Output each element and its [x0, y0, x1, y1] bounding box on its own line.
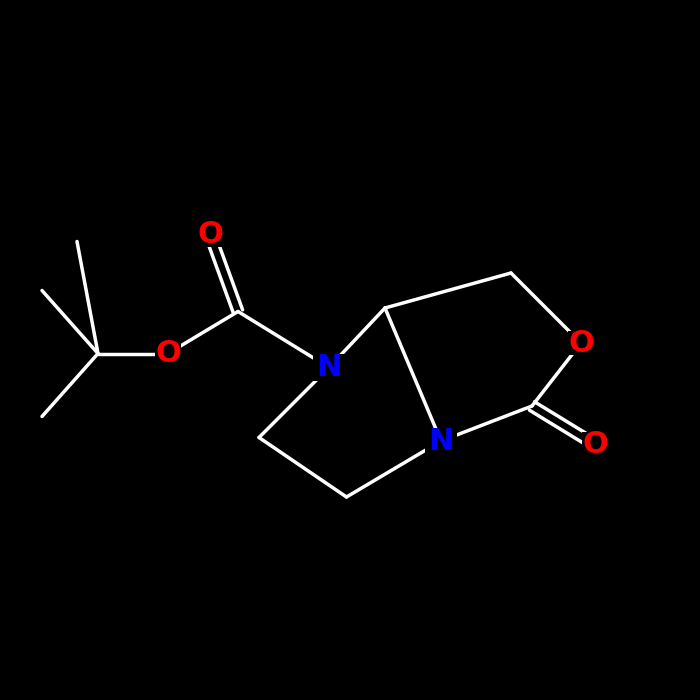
FancyBboxPatch shape — [426, 428, 456, 454]
FancyBboxPatch shape — [155, 342, 181, 365]
Text: O: O — [197, 220, 223, 249]
Text: N: N — [428, 426, 454, 456]
FancyBboxPatch shape — [568, 331, 594, 356]
Text: O: O — [582, 430, 608, 459]
FancyBboxPatch shape — [314, 354, 345, 381]
FancyBboxPatch shape — [197, 223, 223, 246]
Text: O: O — [155, 339, 181, 368]
Text: N: N — [316, 353, 342, 382]
FancyBboxPatch shape — [582, 432, 608, 457]
Text: O: O — [568, 328, 594, 358]
